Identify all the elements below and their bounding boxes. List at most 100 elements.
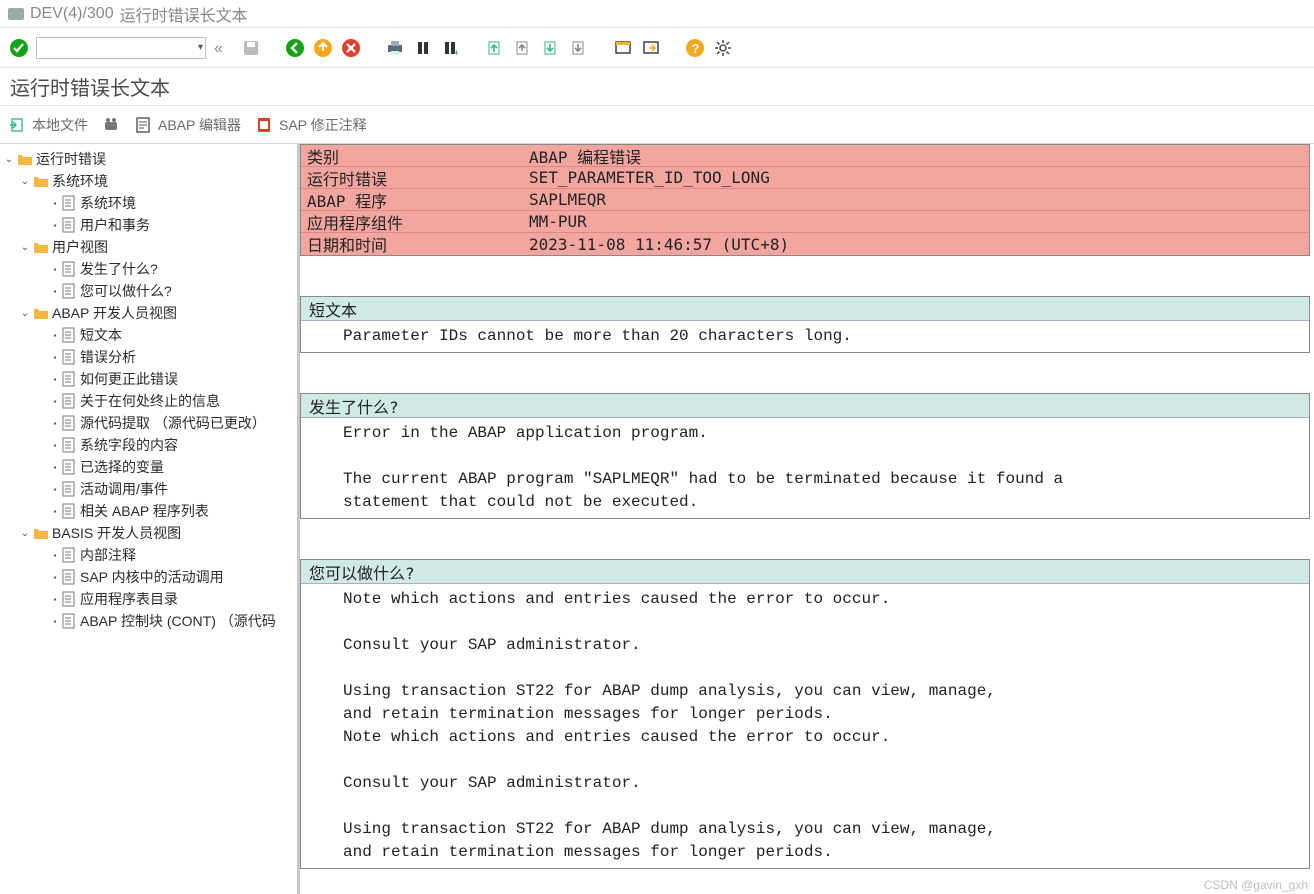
tree-leaf[interactable]: ▪ 发生了什么? bbox=[48, 258, 297, 280]
bullet-icon: ▪ bbox=[50, 331, 60, 340]
tree-leaf-label: 内部注释 bbox=[78, 545, 136, 565]
tree-leaf[interactable]: ▪ 您可以做什么? bbox=[48, 280, 297, 302]
document-icon bbox=[60, 349, 78, 365]
tree-leaf[interactable]: ▪ABAP 控制块 (CONT) （源代码 bbox=[48, 610, 297, 632]
prev-page-icon[interactable] bbox=[512, 37, 534, 59]
tree-leaf-label: SAP 内核中的活动调用 bbox=[78, 567, 224, 587]
tree-leaf[interactable]: ▪用户和事务 bbox=[48, 214, 297, 236]
tree-leaf[interactable]: ▪相关 ABAP 程序列表 bbox=[48, 500, 297, 522]
save-icon[interactable] bbox=[240, 37, 262, 59]
tree-leaf-label: 用户和事务 bbox=[78, 215, 150, 235]
section-line bbox=[301, 611, 1309, 634]
last-page-icon[interactable] bbox=[568, 37, 590, 59]
document-icon bbox=[60, 503, 78, 519]
new-session-icon[interactable] bbox=[612, 37, 634, 59]
tree-node-basis-dev[interactable]: ⌄ BASIS 开发人员视图 bbox=[16, 522, 297, 544]
debugger-button[interactable] bbox=[102, 116, 120, 134]
section-line: Consult your SAP administrator. bbox=[301, 772, 1309, 795]
tree-label: 系统环境 bbox=[50, 171, 108, 191]
tree-leaf-label: 短文本 bbox=[78, 325, 122, 345]
tree-leaf-label: 源代码提取 （源代码已更改） bbox=[78, 413, 266, 433]
expand-icon: ⌄ bbox=[18, 308, 32, 319]
expand-icon: ⌄ bbox=[18, 528, 32, 539]
abap-editor-icon bbox=[134, 116, 152, 134]
tree-leaf[interactable]: ▪源代码提取 （源代码已更改） bbox=[48, 412, 297, 434]
tree-node-abap-dev[interactable]: ⌄ ABAP 开发人员视图 bbox=[16, 302, 297, 324]
sap-note-button[interactable]: SAP 修正注释 bbox=[255, 115, 367, 135]
local-file-button[interactable]: 本地文件 bbox=[8, 115, 88, 135]
error-key: 类别 bbox=[301, 144, 523, 168]
error-table-row: 类别ABAP 编程错误 bbox=[301, 145, 1309, 167]
debugger-icon bbox=[102, 116, 120, 134]
section-line: Error in the ABAP application program. bbox=[301, 422, 1309, 445]
tree-leaf[interactable]: ▪错误分析 bbox=[48, 346, 297, 368]
navigation-tree: ⌄ 运行时错误 ⌄ 系统环境 ▪系统环境▪用户和事务 bbox=[0, 144, 300, 894]
tree-leaf-label: 活动调用/事件 bbox=[78, 479, 168, 499]
tree-leaf[interactable]: ▪内部注释 bbox=[48, 544, 297, 566]
tree-leaf[interactable]: ▪ 活动调用/事件 bbox=[48, 478, 297, 500]
section-line: and retain termination messages for long… bbox=[301, 841, 1309, 864]
settings-gear-icon[interactable] bbox=[712, 37, 734, 59]
main-area: ⌄ 运行时错误 ⌄ 系统环境 ▪系统环境▪用户和事务 bbox=[0, 144, 1314, 894]
tree-leaf[interactable]: ▪已选择的变量 bbox=[48, 456, 297, 478]
tree-label: BASIS 开发人员视图 bbox=[50, 523, 181, 543]
document-icon bbox=[60, 459, 78, 475]
tree-node-user-view[interactable]: ⌄ 用户视图 bbox=[16, 236, 297, 258]
find-icon[interactable] bbox=[412, 37, 434, 59]
abap-editor-button[interactable]: ABAP 编辑器 bbox=[134, 115, 241, 135]
error-table-row: 日期和时间2023-11-08 11:46:57 (UTC+8) bbox=[301, 233, 1309, 255]
print-icon[interactable] bbox=[384, 37, 406, 59]
tree-label: ABAP 开发人员视图 bbox=[50, 303, 177, 323]
tree-leaf-label: 应用程序表目录 bbox=[78, 589, 178, 609]
help-icon[interactable]: ? bbox=[684, 37, 706, 59]
content-pane: 类别ABAP 编程错误运行时错误SET_PARAMETER_ID_TOO_LON… bbox=[300, 144, 1314, 894]
application-toolbar: 本地文件 ABAP 编辑器 SAP 修正注释 bbox=[0, 106, 1314, 144]
tree-leaf[interactable]: ▪ 应用程序表目录 bbox=[48, 588, 297, 610]
error-key: 运行时错误 bbox=[301, 166, 523, 190]
section-what-happened: 发生了什么? Error in the ABAP application pro… bbox=[300, 393, 1310, 519]
nav-back-double-icon[interactable]: « bbox=[212, 37, 234, 59]
tree-leaf[interactable]: ▪系统环境 bbox=[48, 192, 297, 214]
tree-leaf-label: 发生了什么? bbox=[78, 259, 158, 279]
enter-ok-icon[interactable] bbox=[8, 37, 30, 59]
section-line: Consult your SAP administrator. bbox=[301, 634, 1309, 657]
section-line bbox=[301, 795, 1309, 818]
back-icon[interactable] bbox=[284, 37, 306, 59]
exit-icon[interactable] bbox=[312, 37, 334, 59]
section-line: Using transaction ST22 for ABAP dump ana… bbox=[301, 818, 1309, 841]
folder-icon bbox=[16, 152, 34, 166]
tree-leaf-label: 错误分析 bbox=[78, 347, 136, 367]
bullet-icon: ▪ bbox=[50, 265, 60, 274]
bullet-icon: ▪ bbox=[50, 287, 60, 296]
window-title-suffix: 运行时错误长文本 bbox=[120, 2, 248, 26]
tree-leaf[interactable]: ▪关于在何处终止的信息 bbox=[48, 390, 297, 412]
section-line: and retain termination messages for long… bbox=[301, 703, 1309, 726]
next-page-icon[interactable] bbox=[540, 37, 562, 59]
section-body: Error in the ABAP application program.Th… bbox=[301, 418, 1309, 518]
tree-node-env[interactable]: ⌄ 系统环境 bbox=[16, 170, 297, 192]
document-icon bbox=[60, 261, 78, 277]
tree-leaf[interactable]: ▪如何更正此错误 bbox=[48, 368, 297, 390]
section-header: 短文本 bbox=[301, 297, 1309, 321]
document-icon bbox=[60, 437, 78, 453]
chevron-down-icon: ▾ bbox=[198, 42, 203, 53]
bullet-icon: ▪ bbox=[50, 617, 60, 626]
document-icon bbox=[60, 217, 78, 233]
section-line: Parameter IDs cannot be more than 20 cha… bbox=[301, 325, 1309, 348]
first-page-icon[interactable] bbox=[484, 37, 506, 59]
cancel-icon[interactable] bbox=[340, 37, 362, 59]
bullet-icon: ▪ bbox=[50, 375, 60, 384]
create-shortcut-icon[interactable] bbox=[640, 37, 662, 59]
tree-leaf[interactable]: ▪ 短文本 bbox=[48, 324, 297, 346]
bullet-icon: ▪ bbox=[50, 485, 60, 494]
tree-leaf[interactable]: ▪SAP 内核中的活动调用 bbox=[48, 566, 297, 588]
command-field[interactable]: ▾ bbox=[36, 37, 206, 59]
tree-leaf[interactable]: ▪系统字段的内容 bbox=[48, 434, 297, 456]
system-id: DEV(4)/300 bbox=[30, 5, 114, 23]
error-value: SAPLMEQR bbox=[523, 190, 1309, 209]
tree-root[interactable]: ⌄ 运行时错误 bbox=[0, 148, 297, 170]
tree-leaf-label: 您可以做什么? bbox=[78, 281, 172, 301]
window-title-bar: DEV(4)/300 运行时错误长文本 bbox=[0, 0, 1314, 28]
bullet-icon: ▪ bbox=[50, 595, 60, 604]
find-next-icon[interactable]: + bbox=[440, 37, 462, 59]
